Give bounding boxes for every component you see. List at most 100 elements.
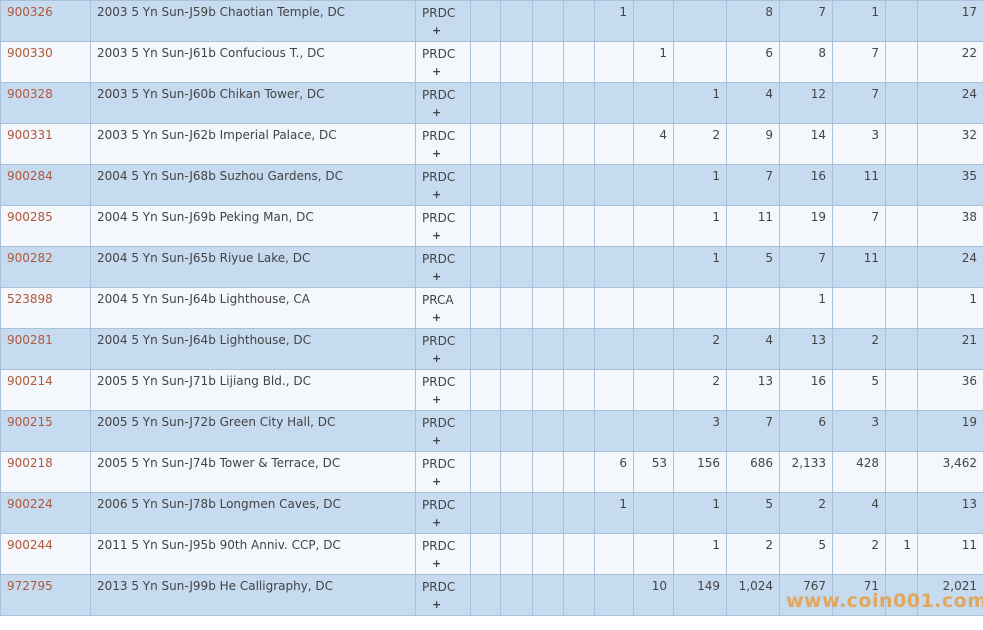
count-cell: 1 [917,287,983,329]
count-cell: 428 [832,451,886,493]
expand-button[interactable]: + [432,229,442,242]
count-cell: 24 [917,82,983,124]
count-cell [563,0,595,42]
count-cell [673,287,727,329]
coin-name: 2004 5 Yn Sun-J64b Lighthouse, DC [90,328,416,370]
count-cell: 5 [726,246,780,288]
count-cell: 686 [726,451,780,493]
grade-label: PRDC [422,539,456,553]
count-cell: 1 [594,0,634,42]
count-cell: 2 [832,328,886,370]
count-cell [500,82,533,124]
count-cell [563,123,595,165]
table-row: 972795 2013 5 Yn Sun-J99b He Calligraphy,… [0,574,983,616]
count-cell: 3 [832,410,886,452]
expand-button[interactable]: + [432,188,442,201]
coin-id[interactable]: 900326 [0,0,91,42]
table-row: 900244 2011 5 Yn Sun-J95b 90th Anniv. CCP… [0,533,983,575]
grade: PRDC + [415,410,471,452]
coin-id[interactable]: 900331 [0,123,91,165]
count-cell: 11 [917,533,983,575]
count-cell [594,123,634,165]
count-cell: 4 [726,82,780,124]
expand-button[interactable]: + [432,516,442,529]
count-cell [500,451,533,493]
grade-label: PRDC [422,416,456,430]
count-cell: 19 [917,410,983,452]
count-cell: 13 [779,328,833,370]
count-cell: 1 [673,533,727,575]
expand-button[interactable]: + [432,106,442,119]
table-row: 900328 2003 5 Yn Sun-J60b Chikan Tower, D… [0,82,983,124]
coin-id[interactable]: 900284 [0,164,91,206]
count-cell: 1 [832,0,886,42]
coin-name: 2003 5 Yn Sun-J62b Imperial Palace, DC [90,123,416,165]
coin-table: 900326 2003 5 Yn Sun-J59b Chaotian Temple… [0,0,983,616]
count-cell [633,246,674,288]
count-cell: 13 [726,369,780,411]
count-cell [594,82,634,124]
count-cell [500,369,533,411]
coin-id[interactable]: 900224 [0,492,91,534]
count-cell [885,410,918,452]
expand-button[interactable]: + [432,270,442,283]
count-cell: 1 [594,492,634,534]
count-cell: 6 [779,410,833,452]
count-cell [500,492,533,534]
count-cell [470,369,501,411]
count-cell: 7 [832,82,886,124]
count-cell [532,287,564,329]
count-cell [885,451,918,493]
count-cell: 53 [633,451,674,493]
count-cell: 156 [673,451,727,493]
expand-button[interactable]: + [432,147,442,160]
expand-button[interactable]: + [432,24,442,37]
count-cell [633,492,674,534]
expand-button[interactable]: + [432,598,442,611]
count-cell [470,533,501,575]
count-cell [532,492,564,534]
expand-button[interactable]: + [432,475,442,488]
count-cell: 2 [832,533,886,575]
table-row: 900214 2005 5 Yn Sun-J71b Lijiang Bld., D… [0,369,983,411]
count-cell [470,246,501,288]
coin-id[interactable]: 900215 [0,410,91,452]
coin-id[interactable]: 900285 [0,205,91,247]
expand-button[interactable]: + [432,352,442,365]
expand-button[interactable]: + [432,434,442,447]
coin-id[interactable]: 900328 [0,82,91,124]
count-cell [470,205,501,247]
count-cell: 22 [917,41,983,83]
count-cell [594,246,634,288]
table-row: 900224 2006 5 Yn Sun-J78b Longmen Caves, … [0,492,983,534]
grade-label: PRDC [422,580,456,594]
expand-button[interactable]: + [432,65,442,78]
expand-button[interactable]: + [432,393,442,406]
coin-id[interactable]: 900330 [0,41,91,83]
count-cell: 8 [726,0,780,42]
count-cell: 1 [673,82,727,124]
grade: PRDC + [415,164,471,206]
coin-id[interactable]: 900214 [0,369,91,411]
count-cell: 36 [917,369,983,411]
count-cell: 1 [779,287,833,329]
count-cell: 6 [726,41,780,83]
count-cell [532,164,564,206]
count-cell: 7 [726,410,780,452]
coin-id[interactable]: 523898 [0,287,91,329]
coin-id[interactable]: 900281 [0,328,91,370]
count-cell: 2 [673,328,727,370]
coin-id[interactable]: 900282 [0,246,91,288]
coin-id[interactable]: 972795 [0,574,91,616]
expand-button[interactable]: + [432,557,442,570]
count-cell [500,328,533,370]
count-cell [633,82,674,124]
count-cell [885,287,918,329]
expand-button[interactable]: + [432,311,442,324]
count-cell [470,410,501,452]
count-cell: 767 [779,574,833,616]
grade-label: PRDC [422,334,456,348]
coin-id[interactable]: 900218 [0,451,91,493]
coin-id[interactable]: 900244 [0,533,91,575]
